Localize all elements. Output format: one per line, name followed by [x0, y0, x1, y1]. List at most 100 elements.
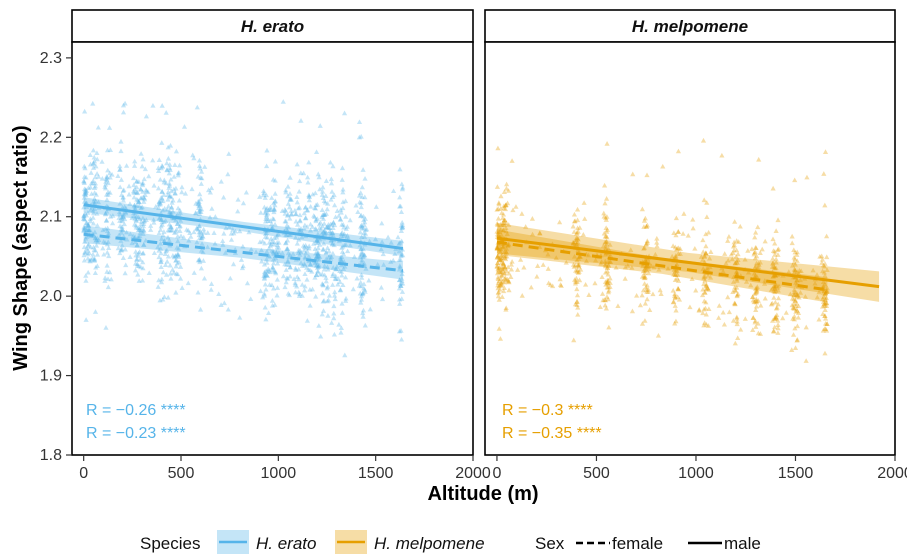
- data-point: [274, 232, 280, 238]
- data-point: [146, 173, 152, 179]
- data-point: [498, 193, 504, 199]
- data-point: [733, 254, 739, 259]
- data-point: [735, 257, 741, 263]
- data-point: [157, 297, 163, 303]
- data-point: [264, 260, 270, 265]
- data-point: [122, 204, 128, 209]
- data-point: [771, 283, 777, 289]
- data-point: [816, 316, 822, 322]
- data-point: [505, 276, 511, 282]
- data-point: [275, 231, 281, 237]
- data-point: [248, 296, 254, 302]
- data-point: [701, 197, 707, 203]
- data-point: [197, 306, 204, 312]
- data-point: [499, 260, 505, 265]
- data-point: [92, 309, 99, 314]
- data-point: [797, 277, 803, 283]
- data-point: [135, 250, 142, 256]
- data-point: [495, 293, 502, 299]
- data-point: [501, 285, 507, 290]
- data-point: [500, 211, 507, 217]
- data-point: [316, 225, 323, 231]
- data-point: [196, 257, 203, 263]
- data-point: [312, 246, 318, 251]
- data-point: [120, 214, 126, 220]
- data-point: [396, 277, 403, 283]
- data-point: [501, 255, 508, 260]
- data-point: [290, 251, 296, 256]
- data-point: [84, 220, 90, 226]
- data-point: [158, 258, 164, 264]
- data-point: [734, 278, 740, 283]
- data-point: [723, 260, 729, 266]
- data-point: [298, 260, 304, 265]
- data-point: [198, 248, 205, 253]
- data-point: [85, 251, 91, 257]
- data-point: [144, 188, 150, 194]
- data-point: [90, 215, 96, 220]
- data-point: [136, 199, 142, 205]
- data-point: [168, 227, 174, 233]
- data-point: [330, 250, 336, 256]
- data-point: [798, 268, 804, 274]
- data-point: [276, 245, 282, 250]
- data-point: [791, 292, 797, 298]
- data-point: [320, 290, 326, 296]
- data-point: [158, 194, 164, 200]
- data-point: [671, 230, 677, 236]
- data-point: [175, 251, 181, 257]
- data-point: [186, 237, 192, 243]
- data-point: [321, 198, 327, 203]
- data-point: [85, 243, 91, 248]
- data-point: [336, 213, 342, 218]
- data-point: [167, 162, 173, 167]
- data-point: [557, 282, 564, 287]
- data-point: [363, 227, 369, 232]
- data-point: [769, 300, 775, 306]
- data-point: [577, 225, 583, 230]
- data-point: [793, 292, 800, 297]
- data-point: [169, 200, 175, 205]
- data-point: [792, 249, 798, 255]
- data-point: [332, 292, 338, 298]
- data-point: [822, 350, 828, 356]
- data-point: [322, 212, 328, 218]
- data-point: [503, 202, 509, 208]
- data-point: [693, 287, 699, 293]
- data-point: [734, 314, 740, 320]
- data-point: [87, 161, 94, 167]
- data-point: [140, 227, 147, 232]
- data-point: [497, 336, 504, 341]
- data-point: [639, 206, 645, 212]
- data-point: [296, 293, 302, 298]
- data-point: [116, 209, 122, 215]
- data-point: [325, 297, 332, 303]
- data-point: [308, 203, 314, 209]
- data-point: [262, 304, 268, 310]
- data-point: [360, 314, 366, 319]
- data-point: [750, 315, 756, 320]
- data-point: [337, 256, 344, 262]
- data-point: [675, 229, 682, 235]
- data-point: [267, 282, 273, 287]
- data-point: [306, 193, 312, 199]
- data-point: [91, 154, 97, 160]
- data-point: [700, 286, 706, 292]
- data-point: [118, 226, 124, 232]
- data-point: [168, 205, 175, 210]
- data-point: [752, 318, 758, 323]
- data-point: [358, 133, 364, 139]
- data-point: [158, 250, 164, 256]
- data-point: [699, 292, 706, 298]
- data-point: [264, 234, 270, 240]
- data-point: [160, 207, 166, 213]
- data-point: [266, 245, 272, 251]
- data-point: [703, 231, 709, 237]
- data-point: [646, 270, 652, 276]
- data-point: [823, 303, 830, 308]
- data-point: [262, 270, 268, 276]
- data-point: [340, 251, 347, 257]
- data-point: [171, 174, 177, 179]
- data-point: [177, 275, 184, 281]
- data-point: [824, 267, 830, 273]
